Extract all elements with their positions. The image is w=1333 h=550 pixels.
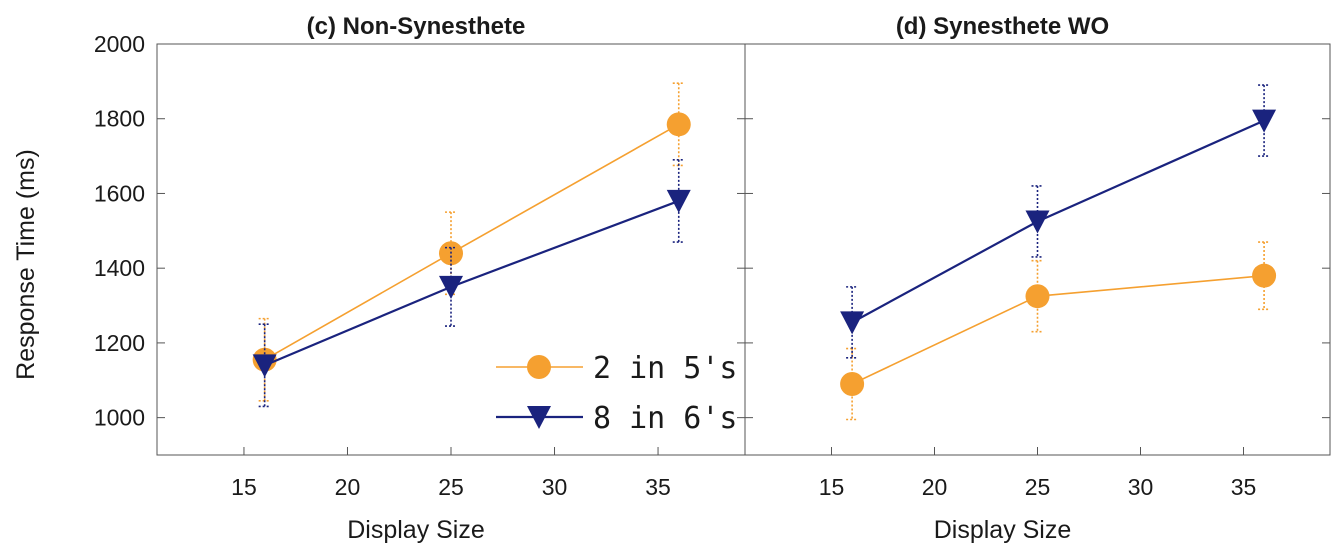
data-point-eight-in-sixes <box>252 354 277 378</box>
x-axis-label: Display Size <box>347 516 485 544</box>
panel-title: (c) Non-Synesthete <box>307 13 526 40</box>
x-tick-label: 35 <box>645 474 671 500</box>
data-point-eight-in-sixes <box>666 189 691 213</box>
x-tick-label: 15 <box>819 474 845 500</box>
x-tick-label: 20 <box>335 474 361 500</box>
series-line-eight-in-sixes <box>851 119 1265 324</box>
data-point-eight-in-sixes <box>439 275 463 299</box>
chart-panel-non-synesthete: 1000 1200 1400 1600 1800 2000 15 20 25 30 35 (c) No… <box>12 13 746 544</box>
y-tick-label: 1000 <box>94 405 145 431</box>
x-tick-label: 20 <box>922 474 948 500</box>
y-tick-label: 2000 <box>94 31 145 57</box>
data-point-eight-in-sixes <box>840 311 865 335</box>
x-axis-label: Display Size <box>934 516 1072 544</box>
x-tick-label: 30 <box>542 474 568 500</box>
series-line-two-in-fives <box>851 274 1265 385</box>
data-point-eight-in-sixes <box>1252 109 1277 133</box>
data-point-two-in-fives <box>666 112 691 137</box>
y-tick-label: 1800 <box>94 106 145 132</box>
x-tick-label: 25 <box>1025 474 1051 500</box>
x-tick-label: 15 <box>231 474 257 500</box>
data-point-two-in-fives <box>1252 263 1277 288</box>
y-tick-label: 1600 <box>94 180 145 206</box>
panel-title: (d) Synesthete WO <box>896 13 1109 40</box>
chart-panel-synesthete-wo: 15 20 25 30 35 (d) Synesthete WO Display Size <box>744 13 1331 544</box>
legend-label-eight-in-sixes: 8 in 6's <box>593 401 738 436</box>
y-tick-label: 1400 <box>94 255 145 281</box>
legend-label-two-in-fives: 2 in 5's <box>593 351 738 386</box>
x-tick-label: 35 <box>1231 474 1257 500</box>
data-point-eight-in-sixes <box>1025 210 1050 234</box>
x-tick-label: 25 <box>438 474 464 500</box>
plot-frame <box>744 43 1331 456</box>
series-line-eight-in-sixes <box>264 199 680 367</box>
legend-marker-two-in-fives <box>527 355 551 379</box>
series-line-two-in-fives <box>264 123 680 361</box>
data-point-two-in-fives <box>1025 284 1050 309</box>
data-point-two-in-fives <box>840 372 865 397</box>
legend-marker-eight-in-sixes <box>527 406 551 429</box>
y-tick-label: 1200 <box>94 330 145 356</box>
y-axis-label: Response Time (ms) <box>12 149 40 380</box>
x-tick-label: 30 <box>1128 474 1154 500</box>
